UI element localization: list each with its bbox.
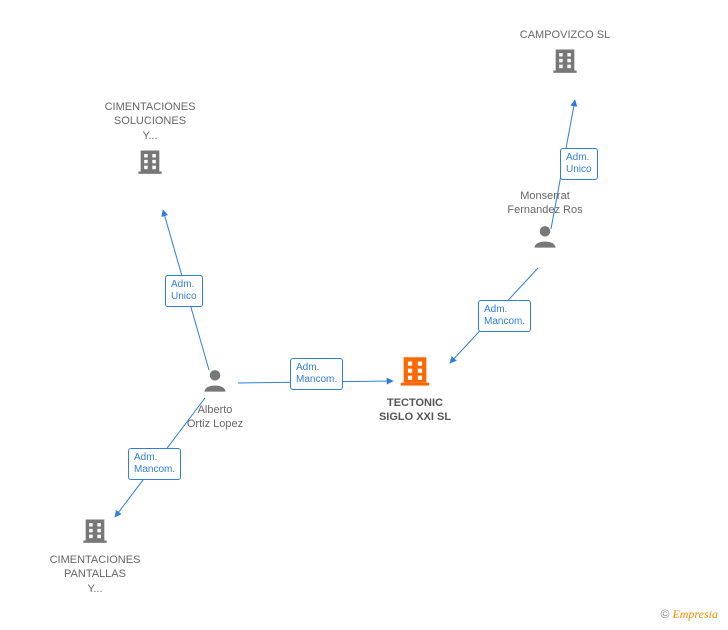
node-campovizco[interactable]: CAMPOVIZCO SL: [505, 28, 625, 79]
building-icon: [551, 46, 579, 74]
copyright-symbol: ©: [661, 607, 670, 621]
node-alberto[interactable]: Alberto Ortiz Lopez: [155, 366, 275, 432]
node-cimentaciones_pan[interactable]: CIMENTACIONES PANTALLAS Y...: [35, 516, 155, 596]
node-label: TECTONIC SIGLO XXI SL: [355, 396, 475, 425]
edge-label-monserrat-campovizco: Adm. Unico: [560, 148, 598, 180]
node-label: CAMPOVIZCO SL: [505, 28, 625, 42]
edge-label-alberto-cimentaciones_sol: Adm. Unico: [165, 275, 203, 307]
person-icon: [531, 222, 559, 250]
edge-label-alberto-cimentaciones_pan: Adm. Mancom.: [128, 448, 181, 480]
node-label: CIMENTACIONES PANTALLAS Y...: [35, 553, 155, 596]
node-tectonic[interactable]: TECTONIC SIGLO XXI SL: [355, 353, 475, 425]
node-label: CIMENTACIONES SOLUCIONES Y...: [90, 100, 210, 143]
edge-label-monserrat-tectonic: Adm. Mancom.: [478, 300, 531, 332]
node-label: Monserrat Fernandez Ros: [485, 189, 605, 218]
node-cimentaciones_sol[interactable]: CIMENTACIONES SOLUCIONES Y...: [90, 100, 210, 180]
building-icon: [136, 147, 164, 175]
copyright-brand: Empresia: [672, 607, 718, 621]
node-monserrat[interactable]: Monserrat Fernandez Ros: [485, 189, 605, 255]
person-icon: [201, 366, 229, 394]
building-icon: [81, 516, 109, 544]
edge-label-alberto-tectonic: Adm. Mancom.: [290, 358, 343, 390]
building-icon: [398, 353, 432, 387]
copyright: ©Empresia: [661, 607, 718, 622]
node-label: Alberto Ortiz Lopez: [155, 403, 275, 432]
